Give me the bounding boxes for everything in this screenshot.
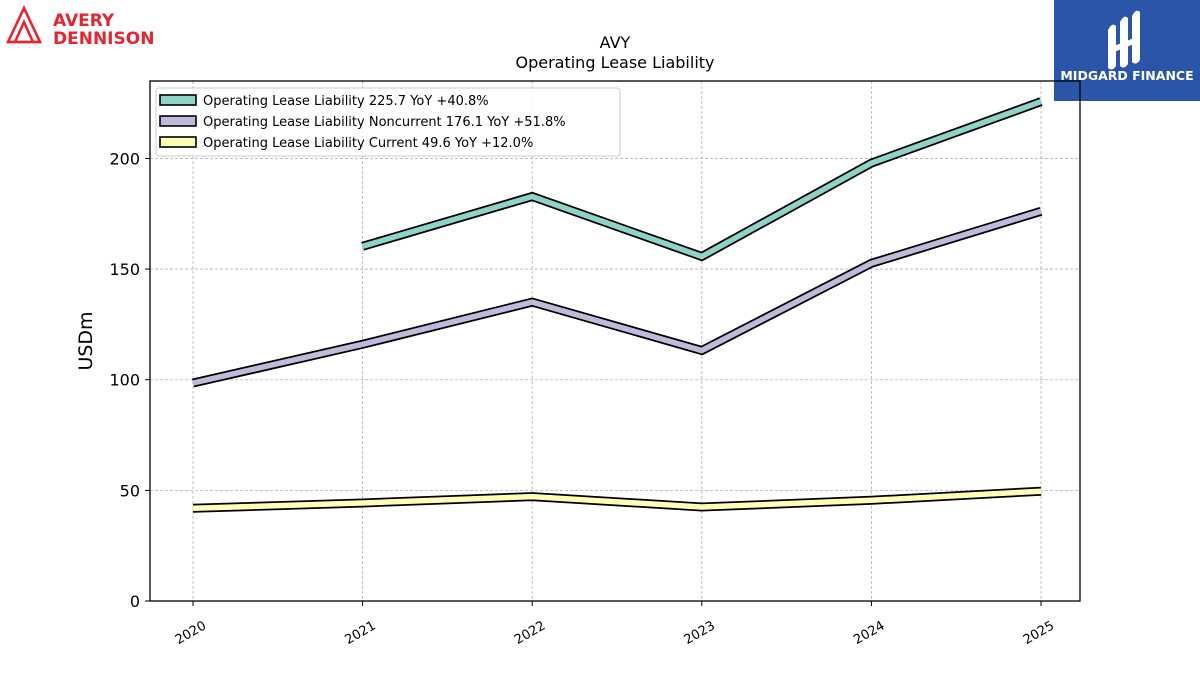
x-tick-label: 2021	[342, 618, 378, 648]
legend-label: Operating Lease Liability 225.7 YoY +40.…	[203, 94, 489, 109]
grid-layer	[150, 81, 1080, 601]
y-tick-label: 0	[130, 592, 140, 611]
legend-swatch	[159, 115, 197, 127]
legend: Operating Lease Liability 225.7 YoY +40.…	[155, 87, 621, 157]
chart-title: AVY	[600, 33, 631, 52]
x-tick-label: 2024	[851, 618, 887, 648]
avery-dennison-logo: AVERY DENNISON	[4, 4, 174, 49]
tick-layer: 0 50 100 150 200 2020 2021 2022 2023 2024 2025	[109, 149, 1057, 648]
x-tick-label: 2020	[173, 618, 209, 648]
y-tick-label: 200	[109, 149, 140, 168]
series-line	[361, 97, 1043, 262]
series-line-fill	[361, 99, 1042, 260]
legend-swatch	[159, 136, 197, 148]
legend-swatch	[159, 94, 197, 106]
x-tick-label: 2025	[1021, 618, 1057, 648]
midgard-mark-icon: MIDGARD FINANCE	[1060, 10, 1194, 83]
series-line-fill	[192, 208, 1042, 386]
y-tick-label: 150	[109, 260, 140, 279]
series-layer	[191, 97, 1043, 513]
avery-dennison-mark-icon: AVERY DENNISON	[5, 4, 154, 49]
x-tick-label: 2023	[682, 618, 718, 648]
plot-frame	[149, 80, 1081, 602]
series-line-outline	[191, 206, 1043, 388]
series-line	[191, 206, 1043, 388]
legend-label: Operating Lease Liability Noncurrent 176…	[203, 115, 566, 130]
y-axis-label: USDm	[75, 311, 97, 370]
series-line-fill	[192, 488, 1042, 512]
logo-line-2: DENNISON	[53, 29, 154, 48]
legend-label: Operating Lease Liability Current 49.6 Y…	[203, 136, 533, 151]
logo-line-1: AVERY	[53, 11, 115, 31]
x-tick-label: 2022	[512, 618, 548, 648]
y-tick-label: 50	[120, 481, 140, 500]
logo-text: MIDGARD FINANCE	[1060, 68, 1193, 83]
legend-box	[155, 87, 621, 157]
y-tick-label: 100	[109, 371, 140, 390]
series-line	[192, 486, 1042, 513]
midgard-finance-logo: MIDGARD FINANCE	[1054, 0, 1200, 101]
chart-subtitle: Operating Lease Liability	[515, 53, 714, 72]
